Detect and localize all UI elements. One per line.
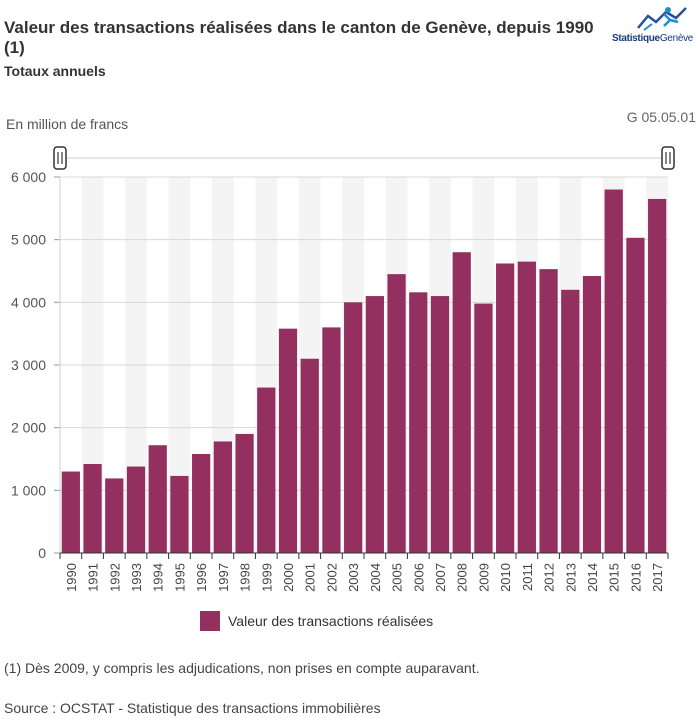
bar xyxy=(257,387,276,553)
x-tick-label: 2013 xyxy=(563,563,578,592)
x-tick-label: 2006 xyxy=(411,563,426,592)
y-tick-label: 5 000 xyxy=(11,232,46,248)
bar xyxy=(539,269,558,553)
x-tick-label: 1999 xyxy=(259,563,274,592)
x-tick-label: 1994 xyxy=(151,563,166,592)
source: Source : OCSTAT - Statistique des transa… xyxy=(4,700,381,716)
x-tick-label: 2000 xyxy=(281,563,296,592)
x-tick-label: 2015 xyxy=(607,563,622,592)
bar xyxy=(430,296,450,553)
logo-text-geneve: Genève xyxy=(659,33,694,44)
statistique-geneve-logo[interactable]: StatistiqueGenève xyxy=(612,4,698,48)
bar-chart: 0 1 000 2 000 3 000 4 000 5 000 6 000 1990 1991 1… xyxy=(11,146,675,592)
chart-subtitle: Totaux annuels xyxy=(4,63,106,79)
x-tick-label: 1991 xyxy=(86,563,101,592)
legend[interactable]: Valeur des transactions réalisées xyxy=(200,611,433,631)
x-tick-label: 2011 xyxy=(520,563,535,591)
y-tick-label: 4 000 xyxy=(11,294,46,310)
bar xyxy=(61,471,80,553)
bar xyxy=(409,292,428,553)
x-tick-label: 1993 xyxy=(129,563,144,592)
runner-icon xyxy=(637,7,687,31)
bar xyxy=(626,237,645,553)
x-tick-label: 1996 xyxy=(194,563,209,592)
bar xyxy=(452,252,471,553)
bar xyxy=(517,261,536,553)
bar xyxy=(365,296,384,553)
bar xyxy=(148,445,167,553)
bar xyxy=(604,189,623,553)
y-tick-label: 6 000 xyxy=(11,169,46,185)
x-tick-label: 2004 xyxy=(368,563,383,592)
x-tick-label: 2002 xyxy=(324,563,339,592)
y-axis-unit-label: En million de francs xyxy=(6,116,129,132)
chart-title: Valeur des transactions réalisées dans l… xyxy=(4,18,594,57)
y-tick-label: 0 xyxy=(38,545,46,561)
range-handle-left[interactable] xyxy=(53,146,67,170)
x-tick-label: 2005 xyxy=(390,563,405,592)
y-tick-label: 1 000 xyxy=(11,482,46,498)
x-tick-label: 2017 xyxy=(650,563,665,592)
bar xyxy=(322,327,341,553)
bar xyxy=(561,289,580,553)
y-tick-label: 3 000 xyxy=(11,357,46,373)
x-tick-label: 1992 xyxy=(107,563,122,592)
x-tick-label: 2003 xyxy=(346,563,361,592)
bar xyxy=(648,198,667,553)
legend-label: Valeur des transactions réalisées xyxy=(228,613,434,629)
logo-text-statistique: Statistique xyxy=(612,33,660,44)
x-tick-label: 2014 xyxy=(585,563,600,592)
range-handle-right[interactable] xyxy=(661,146,675,170)
bar xyxy=(170,475,189,553)
x-tick-label: 2009 xyxy=(476,563,491,592)
legend-swatch xyxy=(200,611,220,631)
footnote: (1) Dès 2009, y compris les adjudication… xyxy=(4,660,480,676)
bar xyxy=(496,263,515,553)
bar xyxy=(83,464,102,553)
bar xyxy=(582,276,602,553)
bar xyxy=(300,358,319,553)
bar xyxy=(387,274,406,553)
x-tick-label: 1995 xyxy=(172,563,187,592)
y-tick-label: 2 000 xyxy=(11,420,46,436)
x-tick-label: 2016 xyxy=(628,563,643,592)
x-tick-label: 2001 xyxy=(303,563,318,592)
bar xyxy=(192,453,211,553)
chart-code: G 05.05.01 xyxy=(626,109,696,125)
x-tick-label: 1998 xyxy=(238,563,253,592)
x-tick-label: 2010 xyxy=(498,563,513,592)
bar xyxy=(344,302,363,553)
x-tick-label: 1990 xyxy=(64,563,79,592)
x-tick-label: 2008 xyxy=(455,563,470,592)
bar xyxy=(213,441,232,553)
x-tick-label: 2007 xyxy=(433,563,448,592)
bar xyxy=(474,303,493,553)
x-tick-label: 2012 xyxy=(542,563,557,592)
x-tick-label: 1997 xyxy=(216,563,231,592)
bar xyxy=(235,433,254,553)
bar xyxy=(278,328,298,553)
bar xyxy=(105,478,124,553)
bar xyxy=(126,466,146,553)
